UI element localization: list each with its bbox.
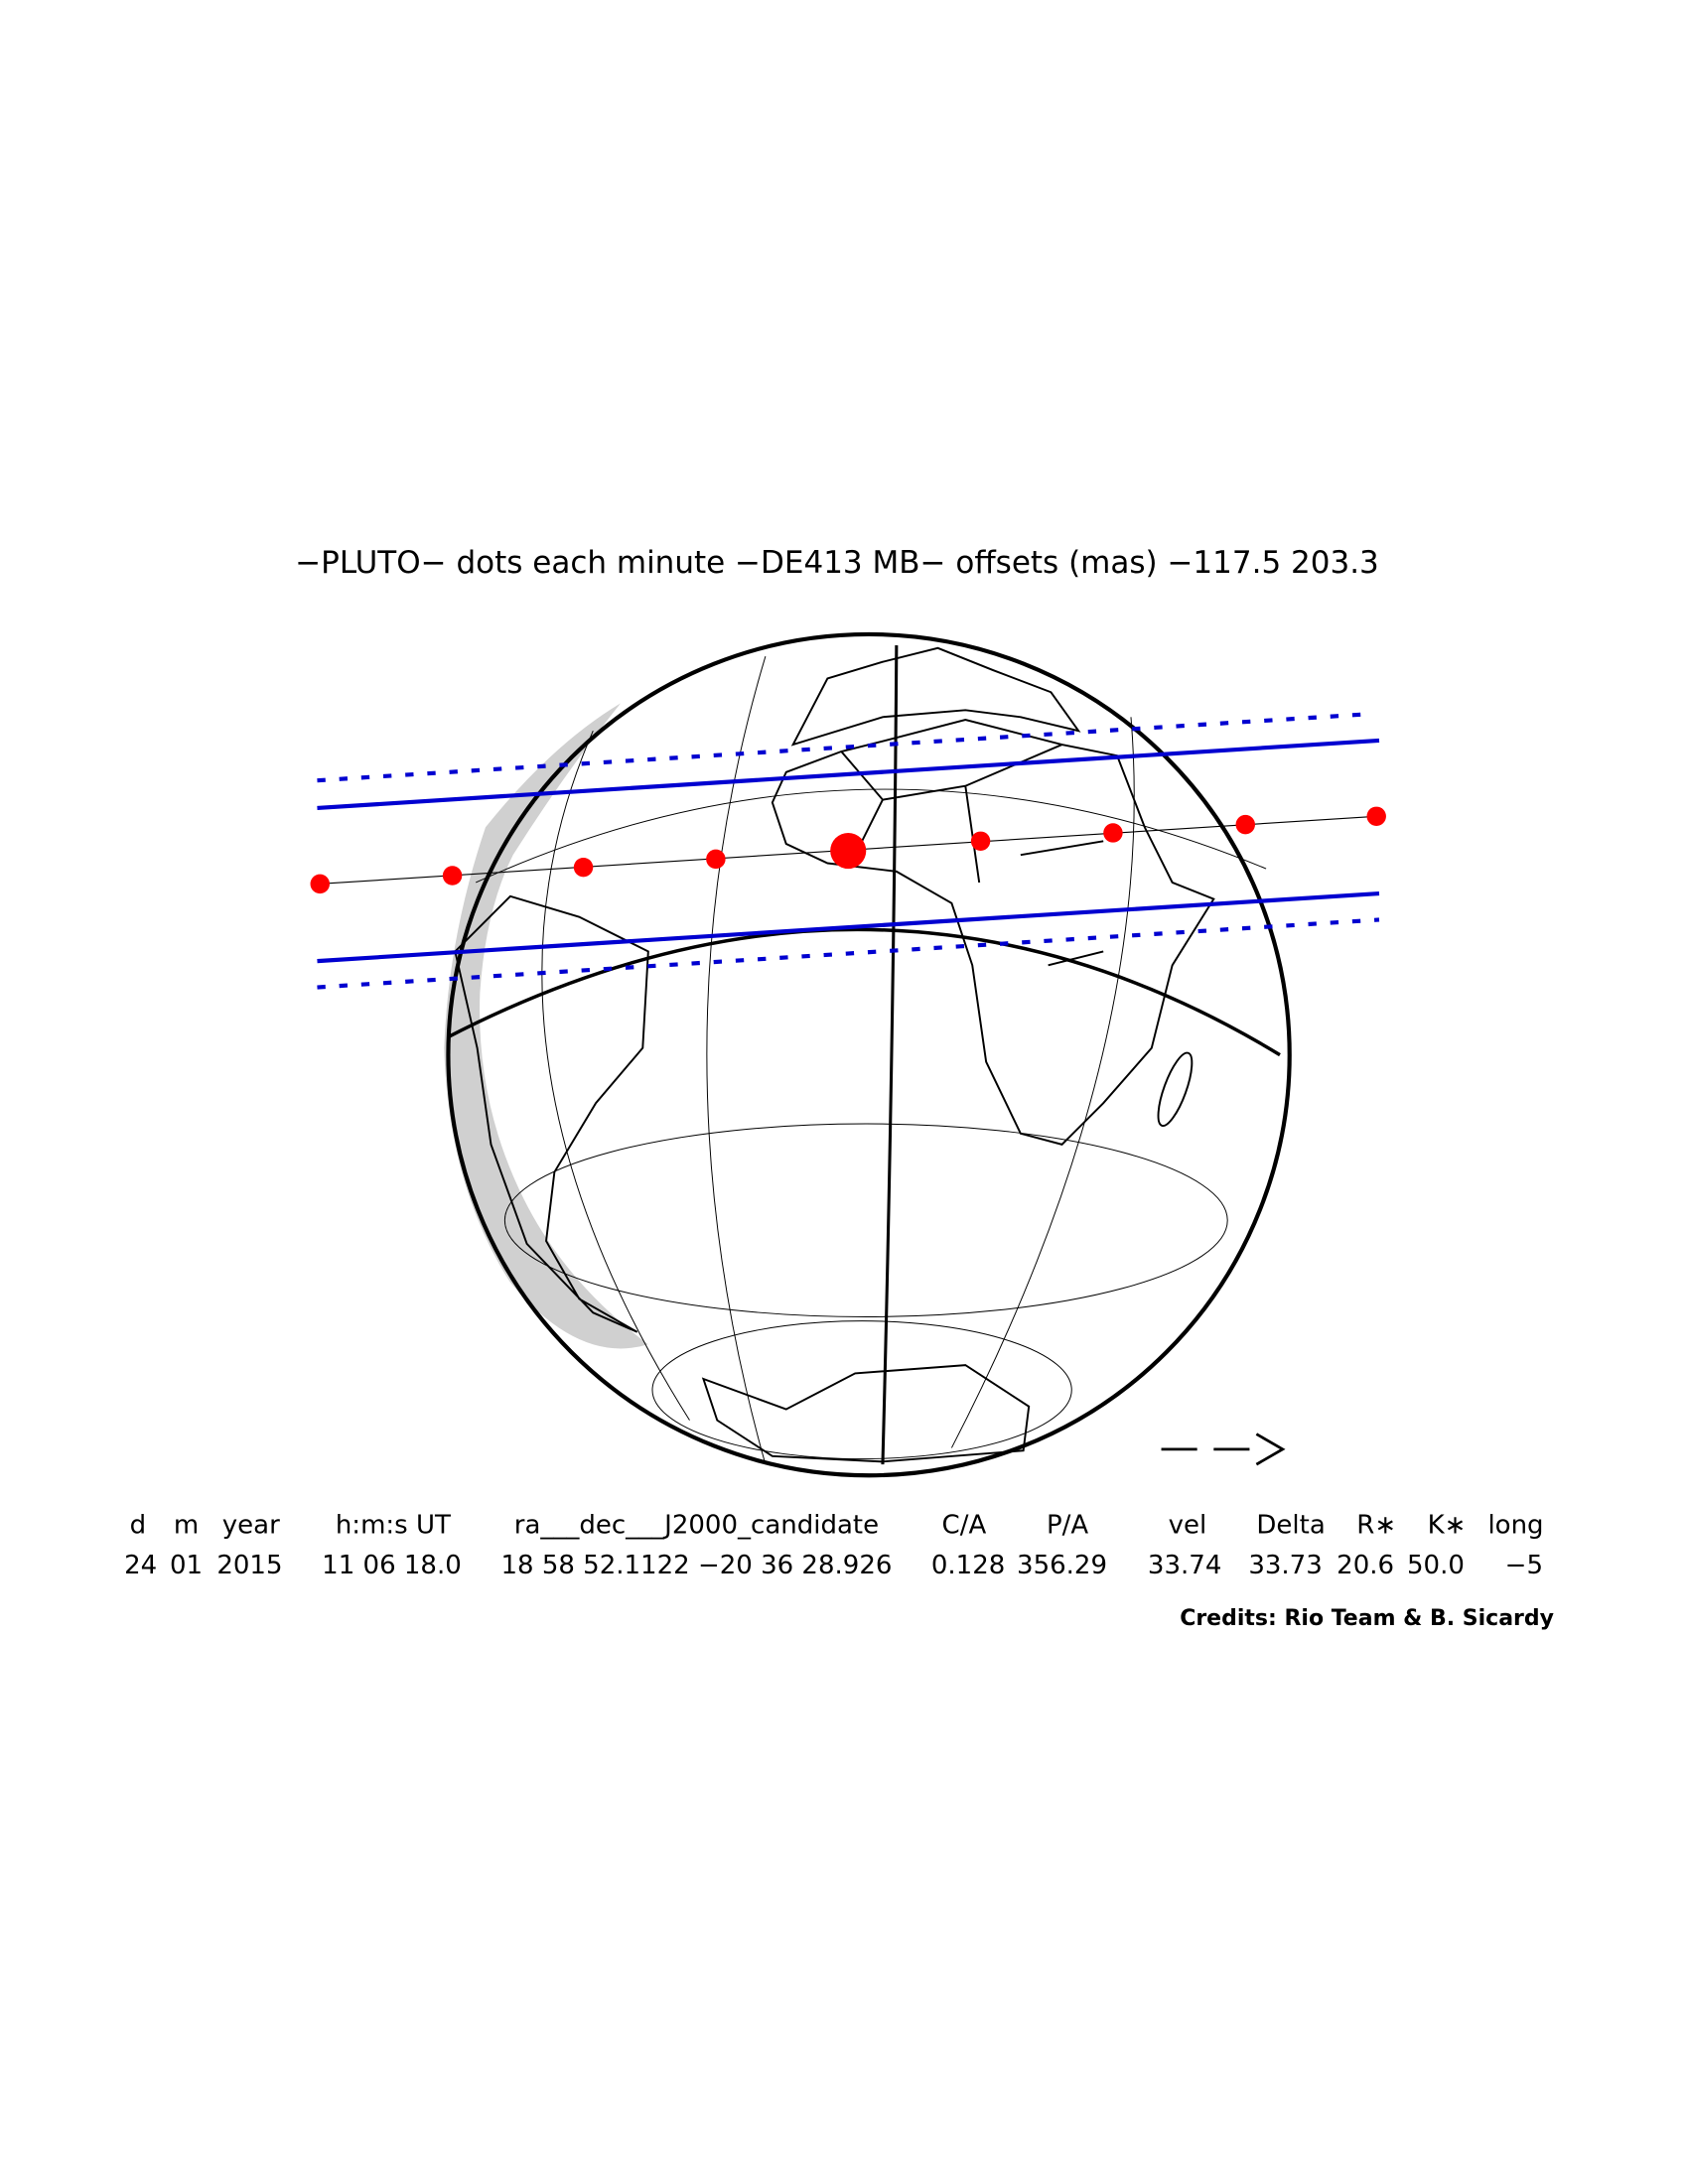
column-header: Delta: [1256, 1511, 1325, 1541]
central-meridian: [881, 645, 899, 1465]
column-value: 01: [170, 1551, 203, 1580]
continents: [454, 646, 1215, 1463]
column-header: m: [174, 1511, 199, 1541]
column-header: C/A: [942, 1511, 987, 1541]
column-value: 33.73: [1248, 1551, 1322, 1580]
title: −PLUTO− dots each minute −DE413 MB− offs…: [295, 545, 1379, 581]
column-header: ra___dec___J2000_candidate: [514, 1511, 879, 1541]
column-header: vel: [1169, 1511, 1207, 1541]
column-header: P/A: [1047, 1511, 1088, 1541]
column-value: 11 06 18.0: [322, 1551, 462, 1580]
column-header: d: [130, 1511, 147, 1541]
column-value: 24: [124, 1551, 157, 1580]
credits: Credits: Rio Team & B. Sicardy: [1180, 1606, 1554, 1631]
terminator: [447, 927, 1281, 1057]
direction-arrow: [1161, 1433, 1286, 1466]
minute-dots: [310, 806, 1386, 894]
column-header: R∗: [1356, 1511, 1396, 1541]
event-table: d m year h:m:s UT ra___dec___J2000_candidate…: [124, 1511, 1543, 1580]
globe-map: [310, 631, 1386, 1478]
column-value: −5: [1505, 1551, 1543, 1580]
column-value: 50.0: [1407, 1551, 1465, 1580]
column-header: K∗: [1428, 1511, 1467, 1541]
column-value: 2015: [216, 1551, 282, 1580]
graticule: [476, 656, 1267, 1465]
column-header: year: [222, 1511, 280, 1541]
column-value: 20.6: [1336, 1551, 1394, 1580]
shadow-limits: [317, 712, 1380, 990]
column-header: h:m:s UT: [336, 1511, 451, 1541]
globe-outline: [446, 631, 1292, 1478]
column-header: long: [1487, 1511, 1543, 1541]
column-value: 0.128: [931, 1551, 1005, 1580]
column-value: 33.74: [1148, 1551, 1221, 1580]
column-value: 356.29: [1017, 1551, 1107, 1580]
column-value: 18 58 52.1122 −20 36 28.926: [500, 1551, 892, 1580]
